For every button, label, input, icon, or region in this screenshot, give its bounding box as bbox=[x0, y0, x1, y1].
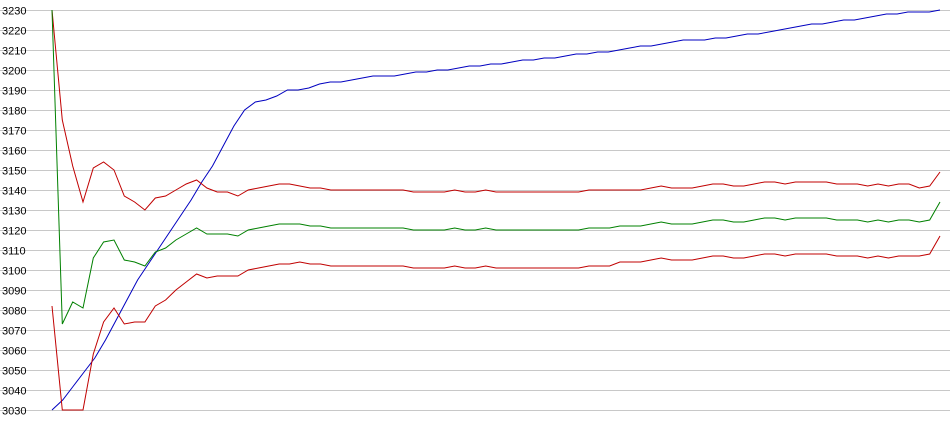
series-line-2 bbox=[51, 9, 941, 211]
y-axis-tick-labels: 3030 3040 3050 3060 3070 3080 3090 3100 3110 3120… bbox=[2, 6, 26, 418]
series-line-3 bbox=[51, 9, 941, 325]
series-line-4 bbox=[51, 235, 941, 411]
y-tick-label: 3080 bbox=[2, 306, 26, 318]
series-lines bbox=[51, 9, 941, 411]
y-tick-label: 3160 bbox=[2, 146, 26, 158]
y-tick-label: 3090 bbox=[2, 286, 26, 298]
y-tick-label: 3050 bbox=[2, 366, 26, 378]
series-line-1 bbox=[51, 9, 941, 411]
y-tick-label: 3210 bbox=[2, 46, 26, 58]
y-tick-label: 3150 bbox=[2, 166, 26, 178]
y-tick-label: 3070 bbox=[2, 326, 26, 338]
y-tick-label: 3130 bbox=[2, 206, 26, 218]
y-tick-label: 3120 bbox=[2, 226, 26, 238]
y-tick-label: 3170 bbox=[2, 126, 26, 138]
y-tick-label: 3030 bbox=[2, 406, 26, 418]
gridlines bbox=[0, 10, 950, 411]
y-tick-label: 3140 bbox=[2, 186, 26, 198]
y-tick-label: 3200 bbox=[2, 66, 26, 78]
y-tick-label: 3180 bbox=[2, 106, 26, 118]
y-tick-label: 3110 bbox=[2, 246, 26, 258]
y-tick-label: 3040 bbox=[2, 386, 26, 398]
y-tick-label: 3060 bbox=[2, 346, 26, 358]
y-tick-label: 3230 bbox=[2, 6, 26, 18]
y-tick-label: 3220 bbox=[2, 26, 26, 38]
y-tick-label: 3190 bbox=[2, 86, 26, 98]
y-tick-label: 3100 bbox=[2, 266, 26, 278]
